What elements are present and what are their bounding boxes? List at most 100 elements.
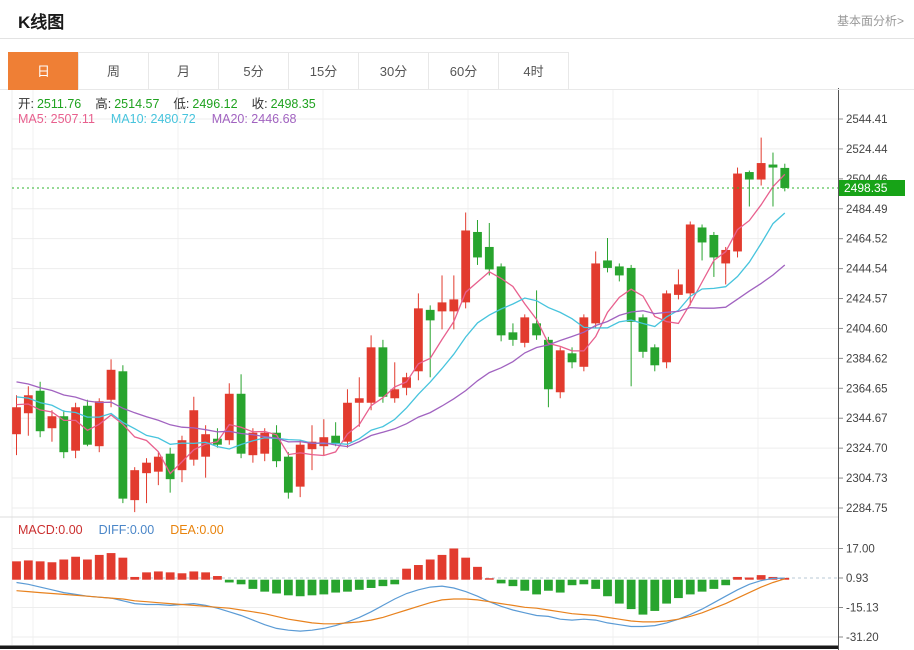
macd-bar: [591, 579, 601, 589]
candle-body: [532, 323, 541, 336]
candle-body: [425, 309, 435, 321]
ma20-line: [16, 264, 786, 448]
macd-bar: [662, 579, 671, 604]
macd-bar: [567, 579, 577, 586]
candle-body: [626, 267, 636, 322]
price-tick-label: 2444.54: [846, 264, 888, 276]
candle-body: [484, 246, 494, 270]
macd-bar: [366, 579, 376, 588]
ma10-value: MA10: 2480.72: [110, 112, 196, 126]
price-tick-label: 2544.41: [846, 114, 888, 126]
candle-body: [579, 317, 589, 367]
candle-body: [544, 339, 553, 390]
candle-body: [307, 441, 317, 450]
ohlc-row: 开: 2511.76 高: 2514.57 低: 2496.12 收: 2498.35: [18, 93, 330, 112]
macd-bar: [425, 559, 435, 580]
current-price-badge: [839, 180, 905, 197]
price-tick-label: 2464.52: [846, 234, 888, 246]
candle-body: [153, 456, 163, 472]
macd-bar: [307, 579, 317, 596]
high-label: 高:: [95, 97, 112, 111]
ma10-line: [16, 212, 786, 450]
candle-body: [674, 284, 683, 295]
ma5-value: MA5: 2507.11: [18, 112, 95, 126]
macd-bar: [165, 572, 175, 580]
candle-body: [390, 389, 400, 399]
macd-bar: [189, 571, 199, 580]
candle-body: [603, 260, 612, 268]
close-label: 收:: [251, 97, 268, 111]
price-tick-label: 2364.65: [846, 383, 888, 395]
price-tick-label: 2304.73: [846, 473, 888, 485]
macd-bar: [508, 579, 518, 587]
candle-body: [272, 432, 281, 462]
header-divider: [0, 38, 914, 39]
price-tick-label: 2284.75: [846, 503, 888, 515]
tab-周[interactable]: 周: [78, 52, 149, 90]
price-tick-label: 2424.57: [846, 294, 888, 306]
open-value: 2511.76: [36, 97, 82, 111]
macd-bar: [94, 554, 104, 580]
macd-bar: [685, 579, 695, 595]
macd-bar: [413, 565, 423, 580]
candle-body: [130, 470, 140, 501]
candle-body: [189, 410, 199, 460]
macd-bar: [378, 579, 388, 587]
macd-bar: [130, 576, 140, 580]
macd-bar: [520, 579, 530, 591]
macd-tick-label: 0.93: [846, 573, 868, 585]
tab-月[interactable]: 月: [148, 52, 219, 90]
tab-日[interactable]: 日: [8, 52, 79, 90]
low-value: 2496.12: [192, 97, 238, 111]
candle-body: [614, 266, 624, 276]
page-title: K线图: [18, 13, 65, 32]
candle-body: [59, 416, 69, 453]
candle-body: [685, 224, 695, 294]
candle-body: [236, 393, 246, 454]
macd-bar: [12, 561, 21, 580]
macd-bar: [603, 579, 612, 597]
candle-body: [343, 402, 352, 442]
candle-body: [165, 453, 175, 480]
macd-bar: [118, 557, 128, 580]
candle-body: [709, 234, 719, 258]
macd-bar: [555, 579, 565, 593]
dea-value: DEA:0.00: [170, 523, 224, 537]
candle-body: [402, 377, 411, 388]
macd-bar: [47, 562, 57, 580]
macd-bar: [650, 579, 660, 611]
current-price-badge-label: 2498.35: [844, 181, 888, 195]
macd-tick-label: -15.13: [846, 602, 879, 614]
candle-body: [47, 416, 57, 429]
candle-body: [650, 347, 660, 366]
price-tick-label: 2324.70: [846, 443, 888, 455]
macd-bar: [35, 561, 45, 580]
macd-bar: [744, 577, 754, 580]
low-label: 低:: [173, 97, 190, 111]
candle-body: [555, 350, 565, 393]
tab-60分[interactable]: 60分: [428, 52, 499, 90]
chart-bottom-border: [0, 645, 838, 649]
macd-bar: [532, 579, 541, 595]
candle-body: [295, 444, 305, 487]
candle-body: [142, 462, 151, 474]
candle-body: [118, 371, 128, 499]
tab-5分[interactable]: 5分: [218, 52, 289, 90]
macd-bar: [295, 579, 305, 597]
open-label: 开:: [18, 97, 34, 111]
fundamental-analysis-link[interactable]: 基本面分析>: [836, 14, 904, 28]
candle-body: [721, 249, 731, 264]
tab-30分[interactable]: 30分: [358, 52, 429, 90]
dea-line: [16, 578, 785, 625]
macd-bar: [59, 559, 69, 580]
candle-body: [496, 266, 506, 336]
candle-body: [697, 227, 707, 243]
tab-15分[interactable]: 15分: [288, 52, 359, 90]
price-tick-label: 2484.49: [846, 204, 888, 216]
candle-body: [71, 407, 80, 451]
candle-body: [520, 317, 530, 343]
macd-bar: [343, 579, 352, 592]
tab-4时[interactable]: 4时: [498, 52, 569, 90]
tab-bar: 日周月 5分 15分 30分 60分 4时: [8, 52, 569, 90]
